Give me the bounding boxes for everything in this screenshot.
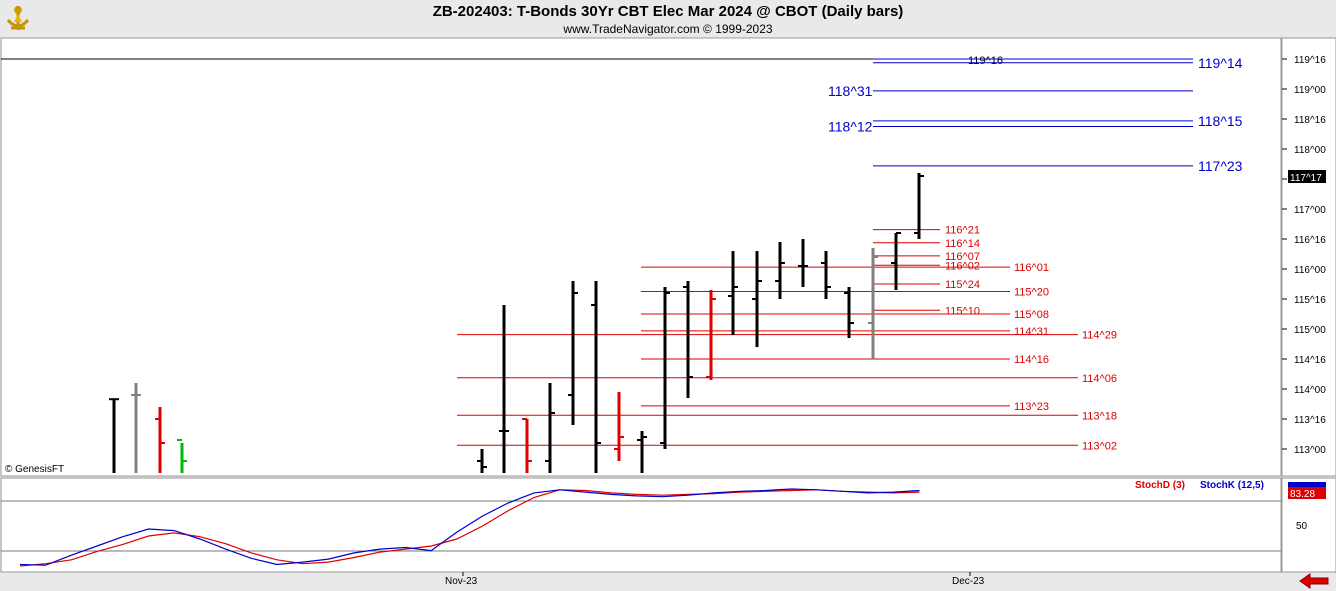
scroll-left-arrow-icon[interactable] (1299, 573, 1329, 589)
resistance-label: 119^16 (968, 55, 1003, 67)
y-tick-label: 114^00 (1294, 385, 1326, 396)
support-label: 113^23 (1014, 401, 1049, 413)
resistance-label: 118^31 (828, 83, 873, 99)
chart-subtitle: www.TradeNavigator.com © 1999-2023 (563, 22, 773, 36)
x-tick-label: Nov-23 (445, 576, 478, 587)
support-label: 116^02 (945, 260, 980, 272)
support-label: 115^20 (1014, 287, 1049, 299)
legend-stochd: StochD (3) (1135, 480, 1185, 491)
resistance-label: 118^15 (1198, 113, 1243, 129)
support-label: 115^10 (945, 305, 980, 317)
y-tick-label: 118^16 (1294, 115, 1326, 126)
support-label: 113^02 (1082, 440, 1117, 452)
y-tick-label: 116^16 (1294, 235, 1326, 246)
support-label: 116^07 (945, 251, 980, 263)
watermark: © GenesisFT (5, 464, 64, 475)
resistance-label: 117^23 (1198, 158, 1243, 174)
x-tick-label: Dec-23 (952, 576, 985, 587)
support-label: 114^16 (1014, 354, 1049, 366)
current-price-box (1288, 170, 1326, 183)
price-axis (1281, 37, 1336, 477)
y-tick-label: 116^00 (1294, 265, 1326, 276)
stoch-last-value: 83.28 (1290, 489, 1315, 500)
support-label: 115^08 (1014, 309, 1049, 321)
y-tick-label: 119^16 (1294, 55, 1326, 66)
x-axis-ticks: Nov-23 Dec-23 (445, 572, 985, 587)
chart-title: ZB-202403: T-Bonds 30Yr CBT Elec Mar 202… (432, 3, 904, 20)
support-label: 114^06 (1082, 373, 1117, 385)
current-price-label: 117^17 (1290, 173, 1322, 184)
trade-navigator-logo-icon (6, 6, 30, 30)
y-tick-label: 114^16 (1294, 355, 1326, 366)
support-label: 116^14 (945, 238, 980, 250)
stochastic-series-line (19, 489, 920, 567)
price-panel (0, 37, 1282, 477)
stoch-value-box (1288, 487, 1326, 499)
stochastic-series-line (19, 488, 920, 566)
ohlc-bars (109, 173, 924, 473)
support-label: 114^31 (1014, 326, 1049, 338)
y-tick-label: 115^16 (1294, 295, 1326, 306)
legend-stochk: StochK (12,5) (1200, 480, 1264, 491)
support-label: 113^18 (1082, 410, 1117, 422)
resistance-label: 119^14 (1198, 55, 1243, 71)
support-label: 116^21 (945, 225, 980, 237)
y-tick-label: 115^00 (1294, 325, 1326, 336)
y-tick-label: 117^00 (1294, 205, 1326, 216)
support-label: 116^01 (1014, 262, 1049, 274)
stoch-ytick-50: 50 (1296, 521, 1308, 532)
y-tick-label: 113^00 (1294, 445, 1326, 456)
chart-header: ZB-202403: T-Bonds 30Yr CBT Elec Mar 202… (0, 0, 1336, 38)
y-tick-label: 119^00 (1294, 85, 1326, 96)
resistance-label: 118^12 (828, 119, 873, 135)
support-label: 115^24 (945, 279, 980, 291)
stochastic-panel (0, 477, 1282, 573)
stochastic-lines (19, 488, 920, 567)
stoch-value-blue (1288, 482, 1326, 487)
y-tick-label: 113^16 (1294, 415, 1326, 426)
support-label: 114^29 (1082, 330, 1117, 342)
y-tick-label: 118^00 (1294, 145, 1326, 156)
